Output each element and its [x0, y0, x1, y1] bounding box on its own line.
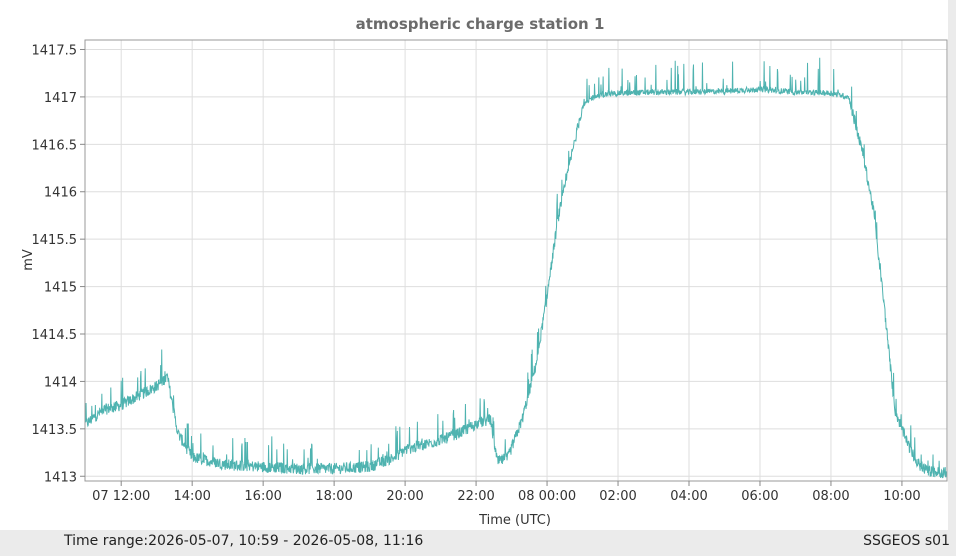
chart-title: atmospheric charge station 1	[356, 15, 605, 33]
chart-svg: atmospheric charge station 1 14131413.51…	[21, 15, 948, 528]
grid	[85, 40, 947, 481]
x-tick-label: 08:00	[812, 489, 849, 504]
y-axis-label: mV	[21, 249, 36, 271]
y-tick-label: 1414.5	[32, 328, 78, 343]
y-tick-label: 1413.5	[32, 423, 78, 438]
x-tick-label: 08 00:00	[518, 489, 576, 504]
plot-frame	[84, 39, 948, 482]
x-tick-label: 10:00	[883, 489, 920, 504]
x-axis-ticks: 07 12:00 14:00 16:00 18:00 20:00 22:00 08 00:0…	[92, 481, 921, 504]
chart-panel: atmospheric charge station 1 1413 1413.5 1…	[0, 0, 948, 530]
station-label: SSGEOS s01	[863, 533, 950, 549]
x-axis-label: Time (UTC)	[478, 513, 551, 528]
data-series-line	[85, 57, 947, 479]
y-tick-label: 1417.5	[32, 43, 78, 58]
y-tick-label: 1414	[44, 375, 77, 390]
x-tick-label: 22:00	[457, 489, 494, 504]
series-layer	[85, 57, 947, 479]
x-tick-label: 20:00	[386, 489, 423, 504]
x-tick-label: 02:00	[599, 489, 636, 504]
x-tick-label: 06:00	[741, 489, 778, 504]
y-tick-label: 1415.5	[32, 233, 78, 248]
x-tick-label: 07 12:00	[92, 489, 150, 504]
y-tick-label: 1413	[44, 470, 77, 485]
y-tick-label: 1416.5	[32, 138, 78, 153]
x-tick-label: 16:00	[244, 489, 281, 504]
x-tick-label: 04:00	[670, 489, 707, 504]
y-tick-label: 1417	[44, 91, 77, 106]
y-tick-label: 1415	[44, 281, 77, 296]
x-tick-label: 18:00	[315, 489, 352, 504]
y-axis-ticks: 1413 1413.5 1414 1414.5 1415 1415.5 1416 1416.5…	[32, 43, 85, 485]
x-tick-label: 14:00	[173, 489, 210, 504]
y-tick-label: 1416	[44, 186, 77, 201]
time-range-label: Time range:2026-05-07, 10:59 - 2026-05-0…	[64, 533, 424, 549]
